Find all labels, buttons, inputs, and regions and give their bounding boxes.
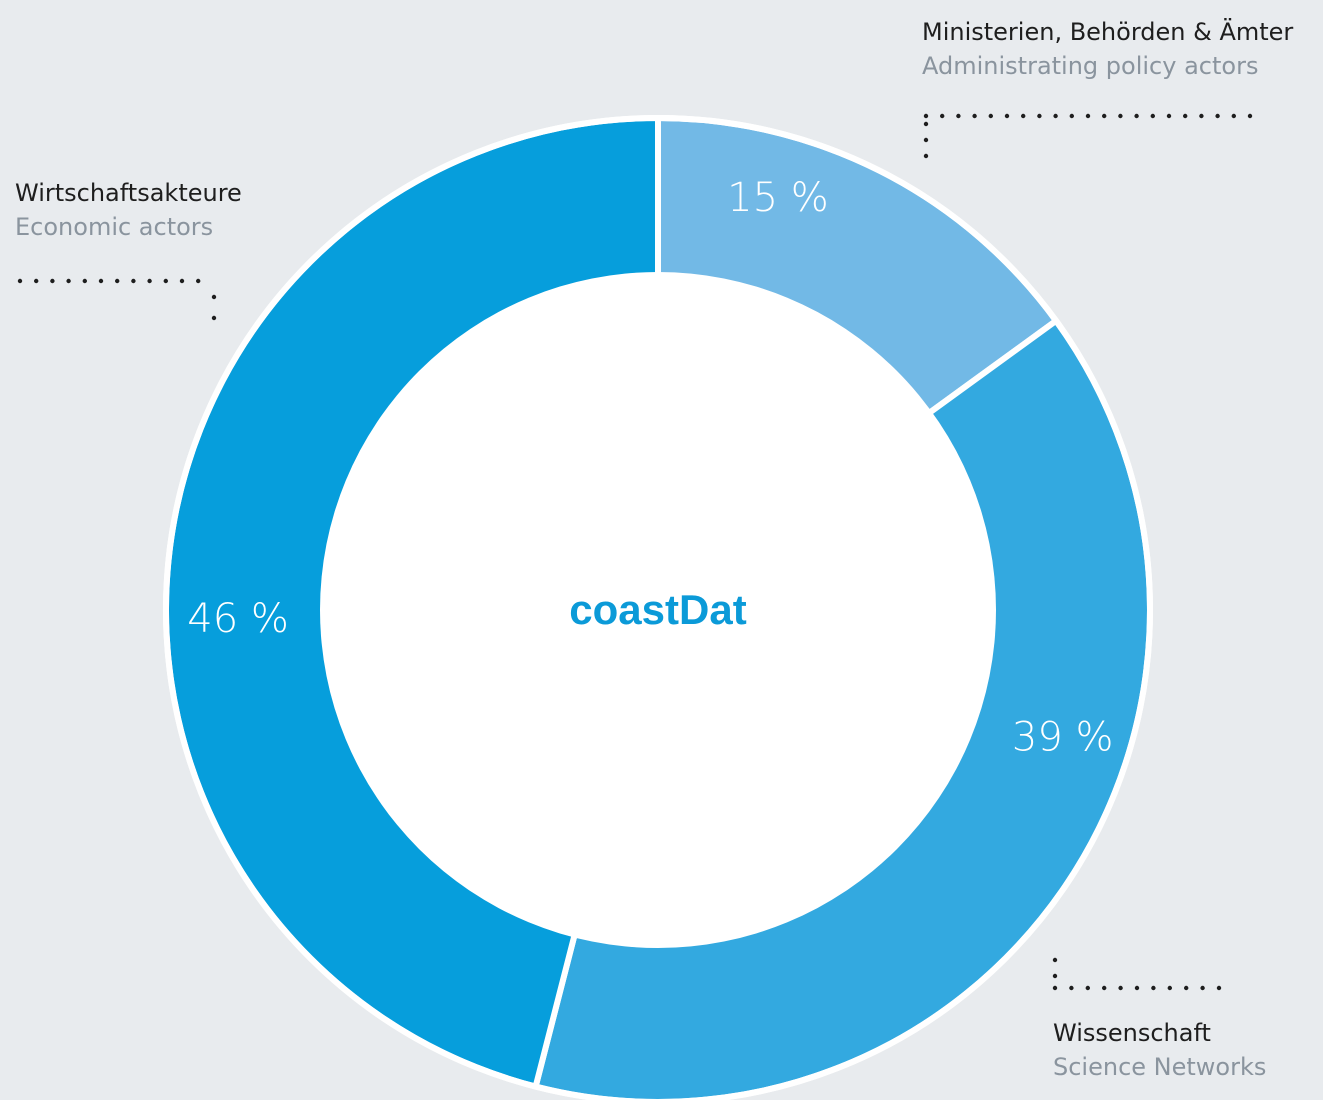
leader-administrating-col <box>923 121 929 159</box>
label-en-science: Science Networks <box>1053 1053 1267 1081</box>
legend-label-economic: Wirtschaftsakteure Economic actors <box>15 176 242 244</box>
donut-rim <box>163 115 1153 1100</box>
percent-label-0: 15 % <box>727 175 829 221</box>
label-en-economic: Economic actors <box>15 213 214 241</box>
leader-economic-row <box>17 278 201 284</box>
center-title: coastDat <box>569 586 746 633</box>
label-en-administrating: Administrating policy actors <box>922 52 1259 80</box>
leader-lines <box>17 113 1253 991</box>
leader-science-col <box>1052 957 1058 979</box>
leader-economic-col <box>211 294 217 321</box>
percent-label-1: 39 % <box>1012 714 1114 760</box>
percent-label-2: 46 % <box>187 596 289 642</box>
label-de-economic: Wirtschaftsakteure <box>15 179 242 207</box>
label-de-science: Wissenschaft <box>1053 1019 1211 1047</box>
label-de-administrating: Ministerien, Behörden & Ämter <box>922 18 1294 46</box>
leader-science-row <box>1052 985 1222 991</box>
leader-administrating-row <box>923 113 1253 119</box>
donut-hole <box>320 272 996 948</box>
percent-labels: 15 % 39 % 46 % <box>187 175 1113 760</box>
legend-label-science: Wissenschaft Science Networks <box>1053 1016 1266 1084</box>
legend-label-administrating: Ministerien, Behörden & Ämter Administra… <box>922 15 1293 83</box>
